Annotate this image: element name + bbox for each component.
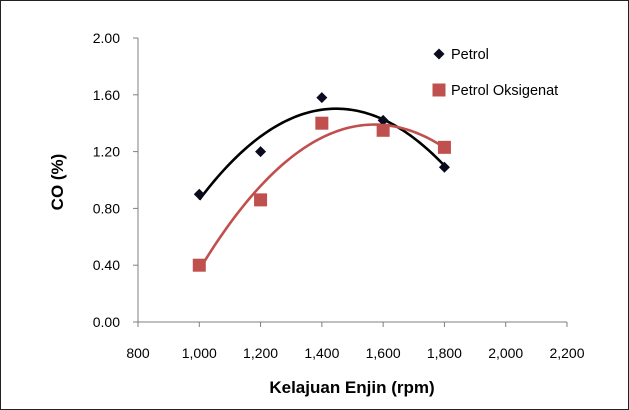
- data-point-series-1: [377, 114, 389, 126]
- data-point-series-1: [316, 92, 328, 104]
- y-tick-label: 0.80: [93, 200, 120, 216]
- x-tick-label: 800: [126, 345, 150, 361]
- x-tick-label: 2,000: [488, 345, 523, 361]
- y-tick-label: 1.60: [93, 87, 120, 103]
- x-tick-label: 1,000: [182, 345, 217, 361]
- data-point-series-1: [193, 188, 205, 200]
- data-point-series-1: [438, 161, 450, 173]
- y-ticks: 0.00 0.40 0.80 1.20 1.60 2.00: [93, 30, 138, 330]
- data-points: [192, 92, 451, 272]
- trendline-series-2: [198, 123, 446, 271]
- x-tick-label: 1,600: [366, 345, 401, 361]
- x-ticks: 800 1,000 1,200 1,400 1,600 1,800 2,000 2,200: [126, 322, 585, 361]
- axes: [137, 38, 567, 323]
- data-point-series-2: [437, 140, 451, 154]
- legend-label-series-1: Petrol: [451, 47, 489, 63]
- y-tick-label: 0.00: [93, 314, 120, 330]
- y-tick-label: 0.40: [93, 257, 120, 273]
- y-tick-label: 2.00: [93, 30, 120, 46]
- data-point-series-2: [315, 116, 329, 130]
- trendlines: [198, 107, 446, 271]
- x-tick-label: 1,400: [304, 345, 339, 361]
- legend-label-series-2: Petrol Oksigenat: [451, 83, 558, 99]
- y-tick-label: 1.20: [93, 144, 120, 160]
- x-tick-label: 2,200: [549, 345, 584, 361]
- legend-marker-series-1: [433, 48, 445, 60]
- x-tick-label: 1,800: [427, 345, 462, 361]
- legend-marker-series-2: [432, 83, 446, 97]
- data-point-series-1: [255, 146, 267, 158]
- data-point-series-2: [254, 193, 268, 207]
- trendline-series-1: [198, 107, 446, 201]
- x-axis-title: Kelajuan Enjin (rpm): [269, 378, 434, 397]
- data-point-series-2: [192, 258, 206, 272]
- x-tick-label: 1,200: [243, 345, 278, 361]
- data-point-series-2: [376, 123, 390, 137]
- legend: Petrol Petrol Oksigenat: [432, 47, 558, 99]
- y-axis-title: CO (%): [48, 154, 67, 211]
